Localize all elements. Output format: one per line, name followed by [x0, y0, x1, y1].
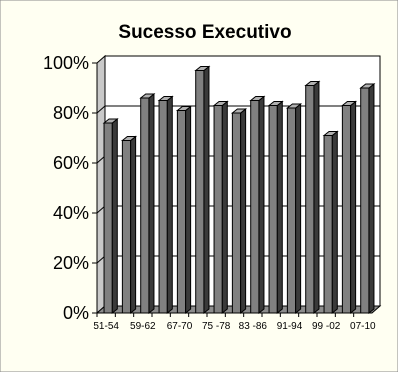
- chart-title: Sucesso Executivo: [118, 22, 291, 43]
- x-tick-label: 91-94: [277, 321, 303, 332]
- bar-top: [340, 101, 358, 106]
- bar-front: [250, 100, 260, 314]
- bar-front: [286, 107, 297, 314]
- bar-front: [140, 97, 150, 314]
- bar: [194, 65, 211, 315]
- y-tick-label: 60%: [53, 153, 89, 173]
- bar-top: [194, 66, 211, 71]
- bar: [267, 100, 284, 315]
- bar-top: [322, 131, 339, 136]
- bar: [120, 135, 138, 315]
- bar-top: [304, 81, 321, 86]
- bar-side: [295, 102, 302, 315]
- bar-front: [213, 105, 223, 314]
- y-axis: 0% 20% 40% 60% 80% 100%: [43, 53, 98, 323]
- bar-front: [360, 87, 370, 314]
- x-tick-label: 67-70: [167, 321, 193, 332]
- bar-side: [166, 95, 173, 315]
- bar-front: [268, 105, 278, 314]
- bar: [304, 80, 321, 315]
- bar-side: [240, 107, 247, 315]
- bar: [175, 105, 193, 315]
- bar-top: [249, 96, 266, 101]
- bar-front: [176, 110, 187, 314]
- bar-side: [368, 82, 375, 315]
- x-tick-label: 51-54: [93, 321, 119, 332]
- bar-front: [305, 85, 315, 314]
- bar-side: [203, 65, 210, 315]
- bar-side: [258, 95, 265, 315]
- y-tick-label: 80%: [53, 103, 89, 123]
- bar-top: [212, 101, 229, 106]
- bar: [139, 92, 156, 315]
- gridline-depth: [96, 105, 106, 114]
- bar: [102, 117, 119, 315]
- bar-side: [221, 100, 228, 315]
- bar-side: [313, 80, 320, 315]
- y-tick-label: 40%: [53, 203, 89, 223]
- bar: [285, 102, 303, 315]
- bar-top: [285, 103, 303, 109]
- x-tick-label: 75 -78: [202, 321, 231, 332]
- y-tick-label: 20%: [53, 253, 89, 273]
- bar-front: [121, 140, 132, 314]
- bar-top: [230, 108, 248, 114]
- bar-front: [231, 112, 242, 314]
- bar-top: [175, 106, 193, 111]
- bar: [157, 95, 174, 315]
- x-tick-label: 07-10: [350, 321, 376, 332]
- bar-front: [341, 105, 352, 314]
- x-tick-label: 59-62: [130, 321, 156, 332]
- bar-top: [102, 118, 119, 124]
- bar-front: [103, 122, 113, 314]
- y-tick-label: 0%: [63, 303, 89, 323]
- bar-side: [276, 100, 283, 315]
- bar-side: [148, 92, 155, 315]
- bar-side: [130, 135, 137, 315]
- bar-front: [195, 70, 205, 314]
- bar-front: [323, 135, 333, 314]
- bar: [340, 100, 358, 315]
- y-tick-label: 100%: [43, 53, 89, 73]
- x-tick-label: 99 -02: [312, 321, 341, 332]
- bar-top: [157, 96, 174, 101]
- bar-top: [139, 93, 156, 99]
- bar-top: [359, 83, 376, 89]
- bar-top: [267, 101, 284, 106]
- bar-top: [120, 136, 138, 141]
- bar: [230, 107, 248, 315]
- x-tick-label: 83 -86: [239, 321, 268, 332]
- bar: [322, 130, 339, 315]
- bar-side: [350, 100, 357, 315]
- x-axis: 51-54 59-62 67-70 75 -78 83 -86 91-94 99 -02 07…: [93, 312, 376, 332]
- bar: [359, 82, 376, 315]
- bar-side: [331, 130, 338, 315]
- bar-front: [158, 100, 168, 314]
- bar: [212, 100, 229, 315]
- bar-side: [185, 105, 192, 315]
- bar-side: [111, 117, 118, 315]
- bar: [249, 95, 266, 315]
